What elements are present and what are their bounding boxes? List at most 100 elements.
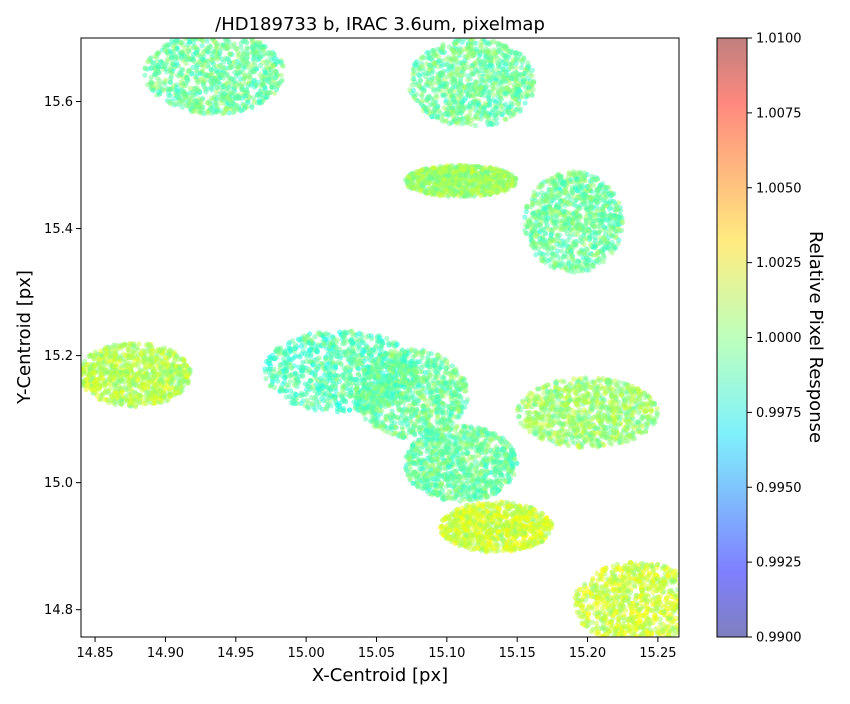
data-point bbox=[495, 48, 501, 54]
data-point bbox=[174, 382, 180, 388]
data-point bbox=[214, 78, 220, 84]
data-point bbox=[419, 167, 425, 173]
data-point bbox=[236, 94, 242, 101]
data-point bbox=[158, 363, 164, 369]
data-point bbox=[465, 166, 472, 172]
data-point bbox=[461, 84, 467, 90]
data-point bbox=[126, 382, 132, 388]
data-point bbox=[509, 91, 515, 97]
data-point bbox=[581, 173, 587, 179]
data-point bbox=[565, 193, 571, 199]
data-point bbox=[462, 192, 468, 198]
data-point bbox=[571, 260, 577, 266]
data-point bbox=[142, 72, 148, 78]
data-point bbox=[101, 367, 107, 373]
data-point bbox=[508, 100, 514, 106]
data-point bbox=[429, 170, 435, 176]
data-point bbox=[482, 100, 488, 106]
data-point bbox=[429, 75, 435, 81]
data-point bbox=[535, 184, 542, 190]
data-point bbox=[464, 47, 471, 53]
data-point bbox=[248, 38, 255, 42]
data-point bbox=[483, 113, 489, 119]
data-point bbox=[250, 95, 257, 101]
data-point bbox=[561, 188, 567, 194]
data-point bbox=[158, 59, 164, 65]
data-point bbox=[491, 184, 497, 190]
data-point bbox=[197, 71, 203, 77]
data-point bbox=[606, 191, 612, 197]
data-point bbox=[444, 111, 450, 117]
data-point bbox=[107, 385, 113, 392]
data-point bbox=[221, 59, 227, 65]
data-point bbox=[538, 215, 544, 221]
data-point bbox=[147, 343, 153, 349]
data-point bbox=[84, 362, 91, 368]
data-point bbox=[145, 370, 151, 376]
data-point bbox=[148, 55, 154, 61]
data-point bbox=[198, 38, 204, 42]
data-point bbox=[456, 182, 462, 188]
data-point bbox=[466, 90, 472, 96]
data-point bbox=[427, 81, 433, 87]
data-point bbox=[424, 97, 430, 103]
data-point bbox=[179, 49, 185, 55]
data-point bbox=[243, 87, 249, 93]
chart-title: /HD189733 b, IRAC 3.6um, pixelmap bbox=[215, 14, 545, 35]
data-point bbox=[495, 174, 501, 181]
data-point bbox=[438, 49, 444, 55]
data-point bbox=[480, 89, 487, 95]
data-point bbox=[540, 210, 546, 216]
data-point bbox=[240, 76, 246, 82]
data-point bbox=[192, 44, 198, 50]
data-point bbox=[177, 70, 183, 76]
data-point bbox=[570, 211, 576, 217]
data-point bbox=[592, 222, 598, 228]
data-point bbox=[483, 64, 489, 70]
data-point bbox=[579, 239, 585, 245]
data-point bbox=[416, 83, 422, 89]
data-point bbox=[502, 188, 508, 194]
data-point bbox=[601, 254, 607, 261]
data-point bbox=[169, 71, 175, 77]
data-point bbox=[208, 79, 214, 85]
data-point bbox=[473, 79, 479, 85]
data-point bbox=[529, 92, 535, 98]
data-point bbox=[583, 217, 589, 223]
data-point bbox=[552, 262, 558, 268]
data-point bbox=[251, 99, 257, 105]
data-point bbox=[90, 370, 96, 376]
data-point bbox=[193, 31, 198, 36]
data-point bbox=[555, 190, 561, 196]
data-point bbox=[269, 84, 275, 90]
data-point bbox=[535, 223, 541, 229]
data-point bbox=[524, 92, 530, 98]
data-point bbox=[230, 76, 236, 82]
data-point bbox=[450, 96, 456, 102]
data-point bbox=[230, 43, 236, 49]
data-point bbox=[613, 207, 619, 213]
data-point bbox=[163, 66, 169, 72]
data-point bbox=[213, 102, 219, 108]
data-point bbox=[142, 65, 148, 72]
data-point bbox=[441, 80, 447, 87]
data-point bbox=[561, 254, 567, 260]
data-point bbox=[421, 188, 427, 195]
data-point bbox=[178, 356, 184, 362]
data-point bbox=[384, 335, 390, 342]
data-point bbox=[254, 39, 260, 45]
data-point bbox=[293, 392, 299, 398]
point-cluster bbox=[407, 38, 537, 129]
data-point bbox=[504, 45, 510, 51]
data-point bbox=[128, 353, 134, 359]
data-point bbox=[234, 106, 240, 112]
data-point bbox=[469, 70, 475, 76]
data-point bbox=[517, 71, 523, 77]
data-point bbox=[155, 50, 161, 56]
data-point bbox=[494, 120, 500, 126]
data-point bbox=[480, 105, 487, 111]
data-point bbox=[561, 241, 567, 247]
data-point bbox=[195, 105, 201, 111]
data-point bbox=[543, 193, 549, 199]
data-point bbox=[267, 53, 273, 59]
